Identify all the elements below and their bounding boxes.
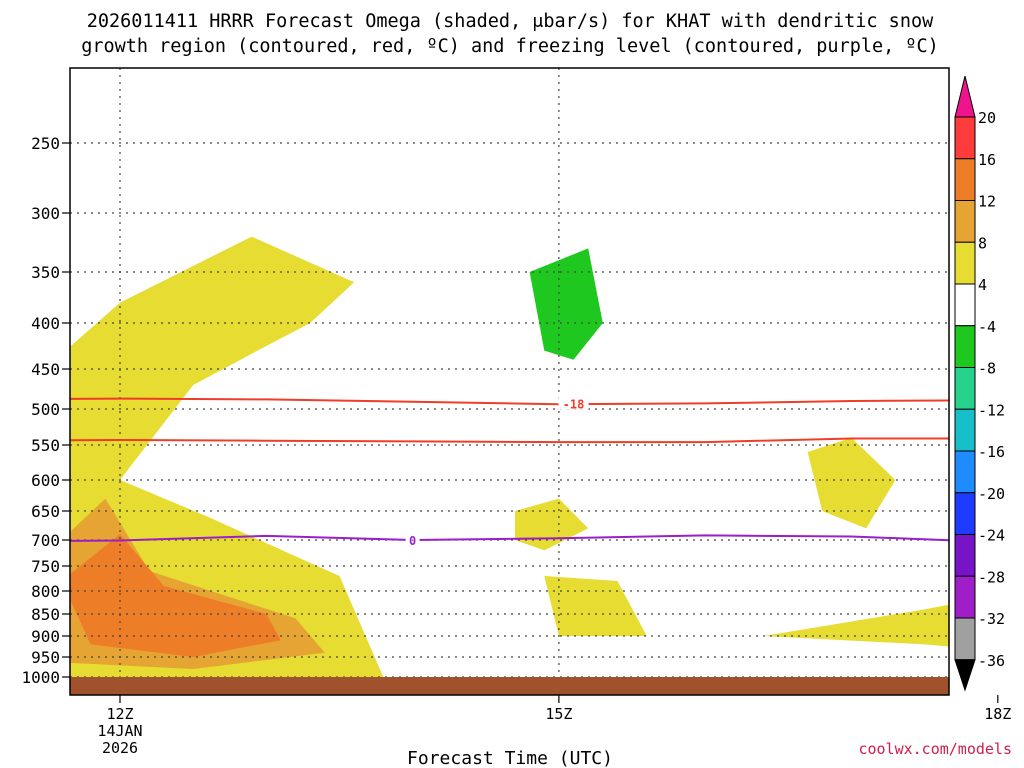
colorbar-label: -36	[978, 652, 1005, 670]
x-tick-label: 18Z	[984, 705, 1011, 723]
plot-frame	[69, 67, 950, 696]
colorbar-swatch-cm12-m8	[954, 367, 976, 410]
ground-surface-bar	[70, 677, 949, 695]
colorbar-arrow-top	[954, 75, 976, 118]
source-credit: coolwx.com/models	[858, 740, 1012, 758]
colorbar-label: -32	[978, 610, 1005, 628]
colorbar-label: -16	[978, 443, 1005, 461]
colorbar-swatch-cm28-m24	[954, 534, 976, 577]
contour-line-1	[70, 437, 949, 444]
x-tick-date: 14JAN	[97, 722, 142, 740]
y-tick-label: 800	[31, 582, 60, 601]
colorbar-label: -28	[978, 568, 1005, 586]
colorbar-label: -20	[978, 485, 1005, 503]
chart-title-line1: 2026011411 HRRR Forecast Omega (shaded, …	[87, 11, 934, 32]
colorbar: 20 16 12 8 4 -4 -8 -12 -16 -20 -24 -28 -32 -36	[954, 75, 1005, 692]
colorbar-label: 12	[978, 193, 996, 211]
colorbar-swatch-c16-20	[954, 116, 976, 160]
y-tick-label: 550	[31, 436, 60, 455]
omega-region-c4-8	[70, 236, 384, 677]
contour-label: -12	[1016, 433, 1024, 447]
contour-line-0	[70, 397, 949, 406]
omega-shading	[70, 236, 949, 677]
omega-region-c4-8	[807, 437, 896, 529]
omega-region-cm8-m4	[529, 248, 603, 360]
contour-label: 0	[409, 534, 416, 548]
colorbar-swatch-c8-12	[954, 200, 976, 243]
colorbar-label: -24	[978, 527, 1005, 545]
y-tick-label: 700	[31, 531, 60, 550]
y-tick-label: 400	[31, 314, 60, 333]
colorbar-label: 16	[978, 151, 996, 169]
y-tick-label: 750	[31, 557, 60, 576]
y-tick-label: 250	[31, 134, 60, 153]
y-axis-ticks: 250 300 350 400 450 500 550 600 650 700 750 800 850 9…	[21, 134, 70, 687]
x-tick-year: 2026	[102, 739, 138, 757]
omega-region-c4-8	[763, 604, 949, 647]
omega-region-c4-8	[544, 576, 647, 636]
colorbar-label: -4	[978, 318, 996, 336]
x-tick-label: 12Z	[106, 705, 133, 723]
colorbar-swatch-c4-8	[954, 241, 976, 285]
colorbar-label: 20	[978, 109, 996, 127]
colorbar-swatch-cm32-m28	[954, 575, 976, 619]
y-tick-label: 600	[31, 471, 60, 490]
omega-region-c12-16	[70, 534, 281, 657]
y-tick-label: 300	[31, 204, 60, 223]
contour-label-bg	[558, 396, 589, 410]
y-tick-label: 350	[31, 263, 60, 282]
colorbar-label: -12	[978, 401, 1005, 419]
y-tick-label: 900	[31, 627, 60, 646]
x-axis-label: Forecast Time (UTC)	[407, 748, 613, 768]
colorbar-label: 4	[978, 276, 987, 294]
colorbar-swatch-cm4-4	[954, 283, 976, 327]
colorbar-swatch-cm16-m12	[954, 408, 976, 452]
contour-label-bg	[1012, 432, 1024, 445]
y-tick-label: 850	[31, 605, 60, 624]
x-axis-ticks: 12Z14JAN202615Z18Z21Z00Z15JAN03Z	[97, 695, 1011, 757]
contour-label: -18	[563, 397, 585, 411]
y-tick-label: 650	[31, 502, 60, 521]
temperature-contours: -18-18-12-120	[70, 396, 1024, 548]
colorbar-label: 8	[978, 234, 987, 252]
colorbar-label: -8	[978, 360, 996, 378]
y-tick-label: 950	[31, 648, 60, 667]
y-tick-label: 1000	[21, 668, 60, 687]
colorbar-swatch-cm8-m4	[954, 325, 976, 368]
y-tick-label: 450	[31, 360, 60, 379]
colorbar-swatch-cm24-m20	[954, 492, 976, 535]
colorbar-swatch-cm36-m32	[954, 617, 976, 661]
chart-title-line2: growth region (contoured, red, ºC) and f…	[81, 36, 939, 57]
colorbar-swatch-cm20-m16	[954, 450, 976, 494]
x-tick-label: 15Z	[545, 705, 572, 723]
contour-label-bg	[405, 533, 420, 546]
colorbar-arrow-bottom	[954, 659, 976, 692]
y-tick-label: 500	[31, 400, 60, 419]
colorbar-swatch-c12-16	[954, 158, 976, 201]
